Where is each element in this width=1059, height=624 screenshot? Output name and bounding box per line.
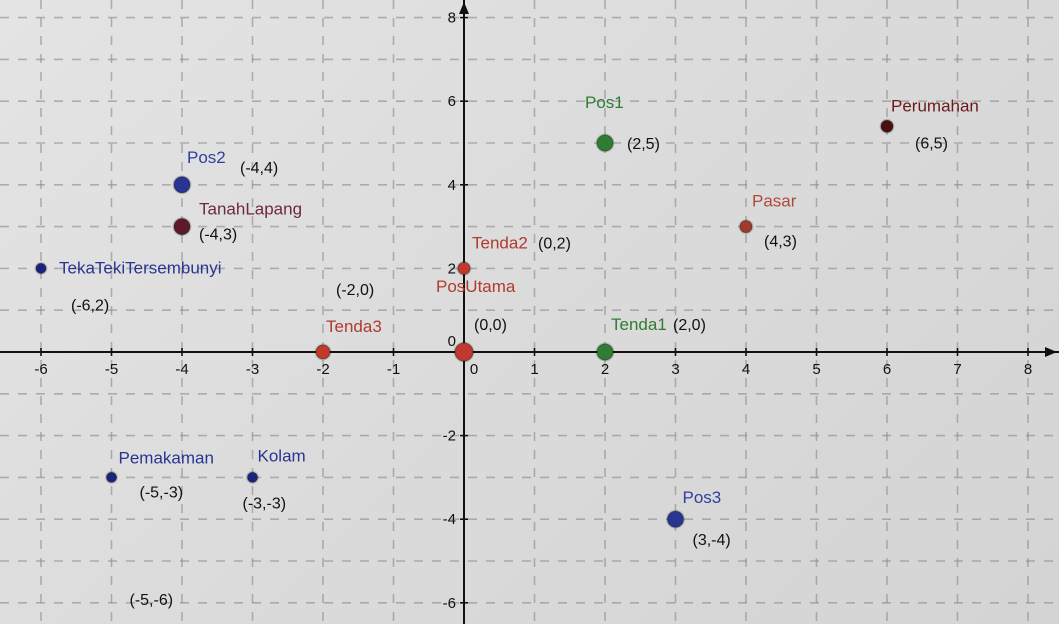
- point-labels: Pos1 (2,5) Perumahan (6,5) Pos2 (-4,4) TanahLa…: [59, 93, 979, 609]
- point-tanahlapang[interactable]: [173, 218, 191, 236]
- x-tick-label: -5: [105, 361, 118, 378]
- point-pemakaman[interactable]: [106, 471, 117, 483]
- y-tick-label: 6: [448, 93, 456, 110]
- point-name-label: Tenda3: [326, 317, 382, 336]
- x-axis-arrow: [1045, 347, 1057, 357]
- point-name-label: Perumahan: [891, 96, 979, 115]
- point-coord-label: (0,2): [538, 235, 571, 252]
- y-tick-label: -6: [443, 595, 456, 612]
- point-coord-label: (-5,-3): [140, 484, 184, 501]
- point-name-label: Pemakaman: [119, 448, 214, 467]
- point-posutama[interactable]: [454, 342, 474, 362]
- x-tick-label: 7: [953, 361, 961, 378]
- annotation-label: (-5,-6): [130, 592, 174, 609]
- y-tick-label: 4: [448, 177, 456, 194]
- x-tick-label: 5: [812, 361, 820, 378]
- point-name-label: Pos2: [187, 148, 226, 167]
- point-name-label: Pasar: [752, 192, 797, 211]
- y-tick-label: -4: [443, 511, 456, 528]
- point-name-label: Pos3: [683, 488, 722, 507]
- tick-labels: -6 -5 -4 -3 -2 -1 0 1 2 3 4 5 6 7 8 8 6 4 2 0 -2 -4 -6: [34, 10, 1032, 612]
- point-name-label: Pos1: [585, 93, 624, 112]
- x-tick-label: 3: [671, 361, 679, 378]
- point-perumahan[interactable]: [880, 119, 894, 133]
- point-pos1[interactable]: [596, 134, 614, 152]
- x-tick-label: 2: [601, 361, 609, 378]
- point-pos3[interactable]: [667, 510, 684, 528]
- x-tick-label: 8: [1024, 361, 1032, 378]
- x-tick-label: 4: [742, 361, 750, 378]
- x-tick-label: 0: [470, 361, 478, 378]
- x-tick-label: -6: [34, 361, 47, 378]
- point-name-label: PosUtama: [436, 277, 516, 296]
- x-tick-label: 6: [883, 361, 891, 378]
- x-tick-label: -4: [175, 361, 188, 378]
- point-coord-label: (2,0): [673, 317, 706, 334]
- y-tick-label: 0: [448, 333, 456, 350]
- point-tenda1[interactable]: [596, 343, 614, 361]
- point-name-label: TanahLapang: [199, 200, 302, 219]
- point-name-label: TekaTekiTersembunyi: [59, 258, 222, 277]
- point-coord-label: (-4,4): [240, 160, 278, 177]
- point-pasar[interactable]: [739, 220, 753, 234]
- point-coord-label: (3,-4): [693, 532, 731, 549]
- x-tick-label: 1: [530, 361, 538, 378]
- point-coord-label: (-4,3): [199, 227, 237, 244]
- point-pos2[interactable]: [173, 176, 191, 194]
- point-tekatekitersembunyi[interactable]: [35, 262, 47, 274]
- x-tick-label: -1: [387, 361, 400, 378]
- point-tenda2[interactable]: [457, 261, 471, 275]
- y-tick-label: 8: [448, 10, 456, 27]
- point-coord-label: (2,5): [627, 136, 660, 153]
- y-tick-label: 2: [448, 260, 456, 277]
- point-kolam[interactable]: [247, 471, 258, 483]
- point-tenda3[interactable]: [315, 344, 331, 360]
- point-name-label: Tenda2: [472, 233, 528, 252]
- point-coord-label: (6,5): [915, 135, 948, 152]
- x-tick-label: -3: [246, 361, 259, 378]
- point-name-label: Kolam: [258, 446, 306, 465]
- y-axis-arrow: [459, 2, 469, 14]
- point-coord-label: (-3,-3): [243, 495, 287, 512]
- point-coord-label: (0,0): [474, 317, 507, 334]
- data-points: [34, 118, 895, 529]
- point-name-label: Tenda1: [611, 315, 667, 334]
- point-coord-label: (-2,0): [336, 282, 374, 299]
- point-coord-label: (-6,2): [71, 297, 109, 314]
- y-tick-label: -2: [443, 428, 456, 445]
- point-coord-label: (4,3): [764, 234, 797, 251]
- x-tick-label: -2: [316, 361, 329, 378]
